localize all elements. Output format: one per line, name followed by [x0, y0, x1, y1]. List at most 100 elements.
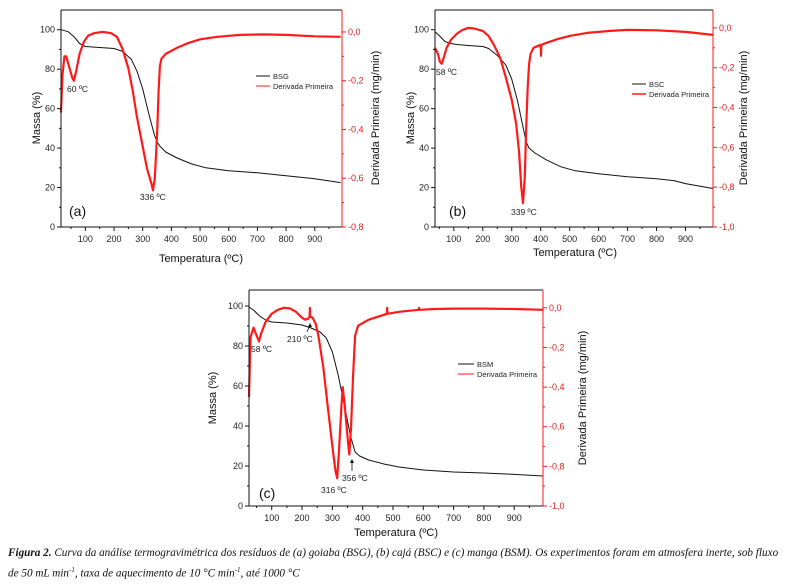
chart-c-ytick-label: 80	[233, 341, 243, 351]
chart-c-legend-derivative: Derivada Primeira	[477, 370, 538, 379]
chart-c-series-derivative	[247, 306, 544, 480]
arrow-210-head-icon	[308, 323, 312, 327]
chart-a-bsg: 100 200 300 400 500 600 700 800 900 0 20 40 60 80 100 -…	[31, 9, 382, 265]
chart-a-y2tick-label: -0,6	[348, 173, 364, 183]
chart-c-xtick-label: 600	[416, 513, 431, 523]
plot-area: 100 200 300 400 500 600 700 800 900 0 20 40 60 80 100 -…	[414, 9, 735, 244]
chart-c-arrows	[306, 323, 354, 471]
chart-c-ylabel: Massa (%)	[207, 372, 219, 425]
caption-sup-1: -1	[69, 566, 75, 574]
chart-c-xlabel: Temperatura (ºC)	[354, 527, 438, 539]
figure-caption: Figura 2. Curva da análise termogravimét…	[8, 545, 783, 583]
chart-c-ytick-label: 40	[233, 421, 243, 431]
chart-a-y2tick-label: -0,2	[348, 76, 364, 86]
chart-b-xtick-label: 200	[475, 234, 490, 244]
chart-b-legend-mass: BSC	[649, 80, 665, 89]
chart-b-xtick-label: 100	[446, 234, 461, 244]
chart-c-xtick-label: 300	[325, 513, 340, 523]
chart-a-xtick-label: 700	[250, 234, 265, 244]
chart-b-annotation-2: 339 ºC	[511, 207, 537, 217]
chart-a-ytick-label: 40	[45, 143, 55, 153]
chart-b-xtick-label: 500	[562, 234, 577, 244]
chart-b-xlabel: Temperatura (ºC)	[533, 247, 617, 259]
chart-a-xtick-label: 100	[78, 234, 93, 244]
chart-b-xtick-label: 400	[533, 234, 548, 244]
chart-b-ytick-label: 100	[414, 25, 429, 35]
chart-b-xtick-label: 700	[620, 234, 635, 244]
chart-c-xtick-label: 900	[507, 513, 522, 523]
chart-a-ytick-label: 20	[45, 183, 55, 193]
chart-c-y2tick-label: -0,8	[549, 461, 565, 471]
chart-a-xtick-label: 900	[307, 234, 322, 244]
chart-c-annotation-2: 210 ºC	[287, 334, 313, 344]
chart-b-y2tick-label: -1,0	[719, 222, 735, 232]
caption-text-3: , até 1000 °C	[240, 567, 300, 580]
chart-b-annotation-1: 58 ºC	[436, 67, 457, 77]
chart-b-ytick-label: 80	[419, 64, 429, 74]
chart-a-xtick-label: 600	[221, 234, 236, 244]
arrow-356-head-icon	[350, 459, 354, 463]
chart-a-legend: BSG Derivada Primeira	[256, 72, 334, 91]
chart-c-panel-label: (c)	[259, 485, 275, 501]
chart-a-ytick-label: 60	[45, 104, 55, 114]
chart-c-y2tick-label: -0,6	[549, 422, 565, 432]
chart-c-annotation-3: 316 ºC	[321, 485, 347, 495]
plot-area: 100 200 300 400 500 600 700 800 900 0 20 40 60 80 100 -…	[228, 289, 565, 523]
chart-a-y2label: Derivada Primeira (mg/min)	[370, 51, 382, 185]
chart-b-legend-derivative: Derivada Primeira	[649, 90, 710, 99]
chart-c-xtick-label: 200	[295, 513, 310, 523]
chart-b-series-mass	[434, 31, 714, 189]
caption-text: Curva da análise termogravimétrica dos r…	[8, 547, 779, 580]
chart-c-y2tick-label: -1,0	[549, 501, 565, 511]
chart-c-xtick-label: 700	[446, 513, 461, 523]
chart-a-xtick-label: 500	[193, 234, 208, 244]
chart-b-y2tick-label: 0,0	[719, 23, 732, 33]
chart-c-annotation-1: 58 ºC	[251, 344, 272, 354]
plot-area: 100 200 300 400 500 600 700 800 900 0 20 40 60 80 100 -…	[40, 9, 364, 244]
chart-b-ytick-label: 60	[419, 104, 429, 114]
chart-b-ytick-label: 40	[419, 143, 429, 153]
chart-a-series-derivative	[59, 30, 341, 192]
chart-a-xlabel: Temperatura (ºC)	[159, 253, 243, 265]
chart-b-ytick-label: 0	[424, 222, 429, 232]
chart-c-y2label: Derivada Primeira (mg/min)	[577, 331, 589, 465]
chart-b-ytick-label: 20	[419, 183, 429, 193]
chart-a-ytick-label: 100	[40, 25, 55, 35]
chart-c-legend: BSM Derivada Primeira	[458, 360, 538, 379]
caption-text-2: , taxa de aquecimento de 10 °C min	[74, 567, 235, 580]
chart-a-ytick-label: 80	[45, 64, 55, 74]
chart-a-legend-mass: BSG	[273, 72, 289, 81]
chart-c-xtick-label: 400	[355, 513, 370, 523]
chart-b-y2label: Derivada Primeira (mg/min)	[738, 51, 750, 185]
caption-label: Figura 2.	[8, 547, 52, 559]
chart-b-y2tick-label: -0,8	[719, 182, 735, 192]
chart-c-ytick-label: 60	[233, 381, 243, 391]
chart-a-annotation-1: 60 ºC	[67, 84, 88, 94]
chart-b-panel-label: (b)	[449, 203, 466, 219]
chart-a-series-mass	[60, 29, 341, 184]
chart-a-xtick-label: 400	[164, 234, 179, 244]
chart-a-y2tick-label: -0,8	[348, 222, 364, 232]
chart-b-y2tick-label: -0,6	[719, 142, 735, 152]
chart-c-ytick-label: 0	[238, 501, 243, 511]
chart-c-series-mass	[248, 306, 544, 477]
chart-b-xtick-label: 800	[649, 234, 664, 244]
chart-c-xtick-label: 500	[385, 513, 400, 523]
chart-a-y2tick-label: -0,4	[348, 124, 364, 134]
chart-b-xtick-label: 600	[591, 234, 606, 244]
caption-sup-2: -1	[234, 566, 241, 574]
chart-b-series-derivative	[434, 26, 714, 205]
chart-c-xtick-label: 100	[264, 513, 279, 523]
chart-b-y2tick-label: -0,2	[719, 63, 735, 73]
chart-c-xtick-label: 800	[476, 513, 491, 523]
chart-c-y2tick-label: 0,0	[549, 303, 562, 313]
chart-b-xtick-label: 900	[678, 234, 693, 244]
chart-c-ytick-label: 100	[228, 301, 243, 311]
chart-b-ylabel: Massa (%)	[405, 92, 417, 145]
chart-a-y2tick-label: 0,0	[348, 27, 361, 37]
chart-c-bsm: 100 200 300 400 500 600 700 800 900 0 20 40 60 80 100 -…	[207, 289, 589, 539]
chart-c-y2tick-label: -0,2	[549, 342, 565, 352]
chart-a-ylabel: Massa (%)	[31, 92, 43, 145]
chart-b-legend: BSC Derivada Primeira	[632, 80, 710, 99]
chart-a-xtick-label: 300	[135, 234, 150, 244]
